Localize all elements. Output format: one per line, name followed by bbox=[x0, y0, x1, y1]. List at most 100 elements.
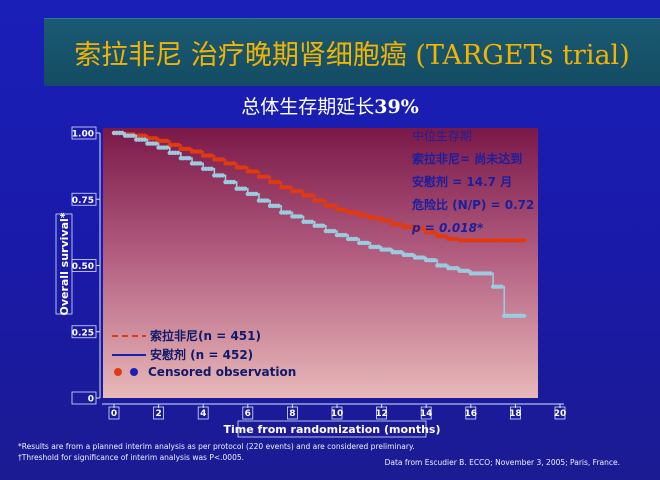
x-tick-label: 12 bbox=[375, 409, 388, 419]
y-tick-box bbox=[71, 391, 97, 405]
censor-mark bbox=[365, 240, 370, 246]
slide-subtitle: 总体生存期延长39% bbox=[0, 92, 660, 119]
censor-mark bbox=[454, 265, 460, 271]
x-axis-label: Time from randomization (months) bbox=[223, 423, 440, 436]
censor-mark bbox=[376, 215, 382, 220]
subtitle-highlight: 39% bbox=[374, 96, 419, 118]
censor-mark bbox=[443, 263, 448, 268]
y-tick-box bbox=[71, 192, 97, 206]
x-tick-label: 10 bbox=[331, 409, 344, 419]
x-tick-label: 4 bbox=[200, 409, 206, 419]
censor-mark bbox=[398, 250, 404, 255]
x-tick-box bbox=[554, 406, 566, 420]
x-tick-box bbox=[465, 406, 477, 420]
censor-mark bbox=[220, 157, 225, 162]
x-tick-box bbox=[331, 406, 343, 420]
censor-mark bbox=[287, 185, 292, 190]
censor-mark bbox=[387, 218, 393, 223]
source-note: Data from Escudier B. ECCO; November 3, … bbox=[384, 458, 620, 467]
censor-mark bbox=[253, 169, 259, 174]
censor-mark bbox=[320, 223, 326, 228]
legend-label: Censored observation bbox=[148, 365, 296, 379]
censor-mark bbox=[298, 189, 303, 194]
x-tick-label: 18 bbox=[509, 409, 522, 419]
plot-area bbox=[103, 128, 538, 398]
censor-mark bbox=[376, 244, 382, 250]
x-tick-box bbox=[376, 406, 388, 420]
censor-mark bbox=[220, 173, 225, 178]
censor-mark bbox=[521, 313, 526, 319]
subtitle-text: 总体生存期延长 bbox=[241, 96, 375, 118]
legend-censor-dot bbox=[114, 368, 122, 376]
censor-mark bbox=[343, 207, 348, 213]
y-tick-box bbox=[71, 325, 97, 339]
censor-mark bbox=[175, 150, 181, 156]
censor-mark bbox=[398, 222, 404, 227]
censor-mark bbox=[253, 191, 259, 197]
annotation-line: 安慰剂 = 14.7 月 bbox=[412, 174, 512, 189]
censor-mark bbox=[354, 210, 359, 215]
y-axis-label: Overall survival* bbox=[58, 212, 71, 315]
x-tick-box bbox=[197, 406, 209, 420]
censor-mark bbox=[332, 203, 337, 209]
censor-mark bbox=[421, 226, 426, 231]
x-tick-label: 0 bbox=[111, 409, 117, 419]
censor-mark bbox=[309, 219, 315, 224]
x-label-box bbox=[237, 420, 427, 438]
censor-mark bbox=[164, 138, 170, 144]
censor-mark bbox=[142, 137, 147, 142]
censor-mark bbox=[209, 153, 214, 158]
annotation-line: p = 0.018* bbox=[411, 221, 484, 235]
censor-mark bbox=[309, 193, 315, 198]
y-tick-label: 1.00 bbox=[72, 130, 94, 140]
censor-mark bbox=[131, 133, 136, 138]
annotation-line: 索拉非尼= 尚未达到 bbox=[412, 151, 522, 166]
y-tick-box bbox=[71, 126, 97, 140]
x-tick-box bbox=[420, 406, 432, 420]
censor-mark bbox=[276, 203, 281, 209]
censor-mark bbox=[175, 142, 181, 148]
censor-mark bbox=[443, 234, 448, 239]
footnote-1: *Results are from a planned interim anal… bbox=[18, 442, 415, 451]
censor-mark bbox=[265, 198, 270, 203]
censor-mark bbox=[343, 232, 348, 238]
censor-mark bbox=[432, 258, 437, 263]
legend-censor-dot bbox=[130, 368, 138, 376]
x-tick-box bbox=[153, 406, 165, 420]
censor-mark bbox=[187, 146, 192, 152]
x-tick-box bbox=[242, 406, 254, 420]
censor-mark bbox=[231, 179, 237, 185]
x-tick-label: 8 bbox=[289, 409, 295, 419]
censor-mark bbox=[365, 212, 370, 218]
censor-mark bbox=[153, 141, 159, 146]
x-tick-label: 16 bbox=[465, 409, 478, 419]
censor-mark bbox=[421, 255, 426, 260]
y-tick-label: 0.50 bbox=[72, 262, 94, 272]
censor-mark bbox=[387, 247, 393, 252]
annotation-line: 中位生存期 bbox=[412, 128, 472, 143]
censor-mark bbox=[287, 210, 292, 215]
censor-mark bbox=[432, 230, 437, 235]
y-label-box bbox=[55, 213, 73, 315]
title-bar: 索拉非尼 治疗晚期肾细胞癌 (TARGETs trial) bbox=[44, 18, 660, 86]
censor-mark bbox=[320, 198, 326, 203]
x-tick-label: 20 bbox=[554, 409, 567, 419]
y-tick-label: 0.75 bbox=[72, 196, 94, 206]
censor-mark bbox=[332, 228, 337, 234]
censor-mark bbox=[164, 145, 170, 150]
censor-mark bbox=[410, 252, 415, 258]
censor-mark bbox=[187, 155, 192, 161]
slide-title: 索拉非尼 治疗晚期肾细胞癌 (TARGETs trial) bbox=[74, 40, 630, 71]
censor-mark bbox=[231, 161, 237, 166]
censor-mark bbox=[198, 149, 203, 154]
x-tick-label: 14 bbox=[420, 409, 433, 419]
legend-label: 索拉非尼(n = 451) bbox=[150, 328, 261, 343]
censor-mark bbox=[276, 179, 281, 185]
censor-mark bbox=[465, 268, 471, 273]
x-tick-label: 6 bbox=[245, 409, 251, 419]
censor-mark bbox=[242, 165, 248, 170]
y-tick-label: 0 bbox=[88, 395, 94, 405]
annotation-line: 危险比 (N/P) = 0.72 bbox=[411, 197, 534, 212]
censor-mark bbox=[142, 133, 147, 138]
x-tick-box bbox=[108, 406, 120, 420]
